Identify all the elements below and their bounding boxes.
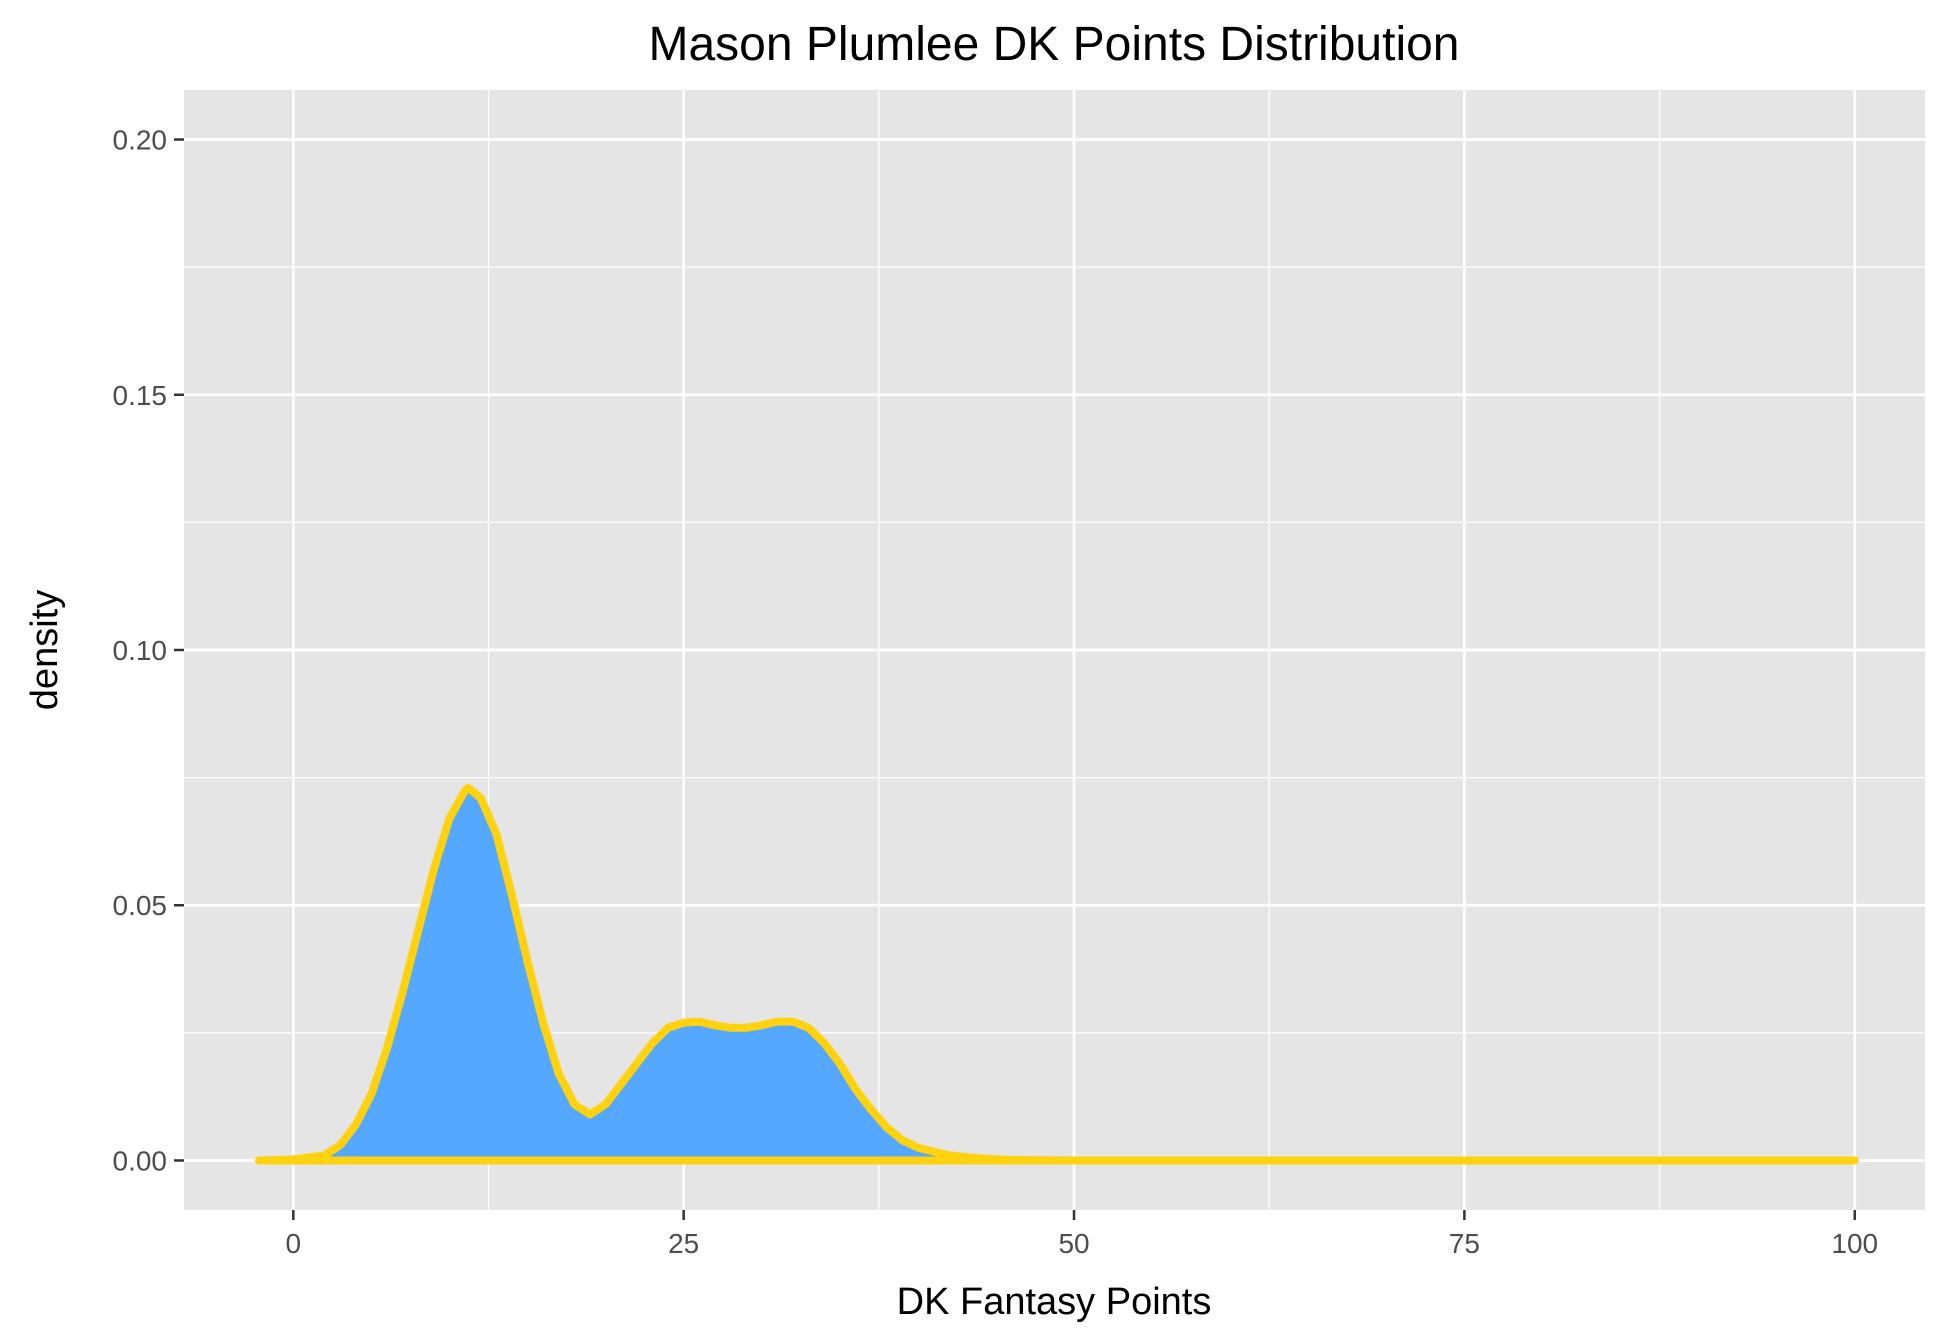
x-tick-label: 25 bbox=[668, 1228, 699, 1259]
density-marks bbox=[254, 783, 1859, 1165]
axes: 0 25 50 75 100 0.00 0.05 0.10 0.15 0.20 bbox=[113, 125, 1879, 1259]
x-tick-label: 50 bbox=[1058, 1228, 1089, 1259]
y-tick-label: 0.05 bbox=[113, 890, 168, 921]
y-axis-title: density bbox=[24, 590, 66, 710]
x-axis-title: DK Fantasy Points bbox=[897, 1281, 1212, 1323]
chart-title: Mason Plumlee DK Points Distribution bbox=[648, 18, 1459, 71]
y-tick-label: 0.15 bbox=[113, 380, 168, 411]
y-tick-label: 0.10 bbox=[113, 635, 168, 666]
y-tick-label: 0.00 bbox=[113, 1145, 168, 1176]
x-tick-label: 75 bbox=[1449, 1228, 1480, 1259]
x-tick-label: 0 bbox=[286, 1228, 302, 1259]
density-area bbox=[258, 787, 1855, 1161]
x-tick-label: 100 bbox=[1831, 1228, 1878, 1259]
density-outline bbox=[254, 783, 1859, 1165]
y-tick-label: 0.20 bbox=[113, 125, 168, 156]
